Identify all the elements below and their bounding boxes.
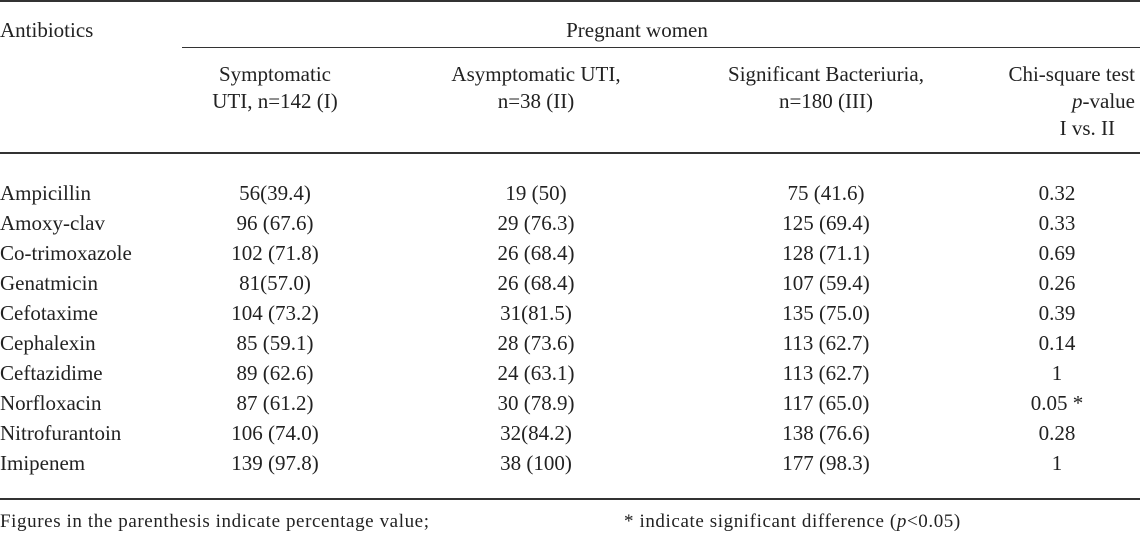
column-header-2: Asymptomatic UTI, n=38 (II) xyxy=(451,61,620,115)
row-asymptomatic-value: 26 (68.4) xyxy=(497,271,575,295)
row-symptomatic-value: 96 (67.6) xyxy=(236,211,314,235)
column-header-1: Symptomatic UTI, n=142 (I) xyxy=(212,61,338,115)
column-header-4: Chi-square test p-value I vs. II xyxy=(979,61,1135,142)
row-antibiotic-name: Nitrofurantoin xyxy=(0,421,122,445)
row-p-value: 0.69 xyxy=(1038,241,1076,265)
row-p-value: 0.33 xyxy=(1038,211,1076,235)
column-header-2-line1: Asymptomatic UTI, xyxy=(451,62,621,86)
table-row: Cefotaxime 104 (73.2) 31(81.5) 135 (75.0) 0.… xyxy=(0,298,1140,328)
p-value-suffix: -value xyxy=(1082,89,1135,113)
row-bacteriuria-value: 125 (69.4) xyxy=(782,211,870,235)
row-antibiotic-name: Cefotaxime xyxy=(0,301,98,325)
row-antibiotic-name: Norfloxacin xyxy=(0,391,102,415)
row-symptomatic-value: 102 (71.8) xyxy=(231,241,319,265)
row-symptomatic-value: 89 (62.6) xyxy=(236,361,314,385)
row-asymptomatic-value: 19 (50) xyxy=(505,181,567,205)
table-row: Ampicillin 56(39.4) 19 (50) 75 (41.6) 0.32 xyxy=(0,178,1140,208)
table-row: Norfloxacin 87 (61.2) 30 (78.9) 117 (65.0) 0… xyxy=(0,388,1140,418)
footnote-right-p: p xyxy=(896,511,907,532)
row-p-value: 0.32 xyxy=(1038,181,1076,205)
table-row: Nitrofurantoin 106 (74.0) 32(84.2) 138 (76.… xyxy=(0,418,1140,448)
stub-header: Antibiotics xyxy=(0,18,94,42)
row-bacteriuria-value: 117 (65.0) xyxy=(782,391,870,415)
row-p-value: 0.05 * xyxy=(1030,391,1084,415)
row-bacteriuria-value: 75 (41.6) xyxy=(787,181,865,205)
row-asymptomatic-value: 31(81.5) xyxy=(500,301,572,325)
row-bacteriuria-value: 107 (59.4) xyxy=(782,271,870,295)
table-row: Genatmicin 81(57.0) 26 (68.4) 107 (59.4) 0.2… xyxy=(0,268,1140,298)
column-header-4-line1: Chi-square test xyxy=(1008,62,1135,86)
footnote-right-b: <0.05) xyxy=(906,511,961,532)
row-asymptomatic-value: 32(84.2) xyxy=(500,421,572,445)
column-header-4-line2: p-value xyxy=(979,88,1135,115)
table-top-rule xyxy=(0,0,1140,2)
row-antibiotic-name: Amoxy-clav xyxy=(0,211,105,235)
footnote-left: Figures in the parenthesis indicate perc… xyxy=(0,511,430,532)
row-asymptomatic-value: 29 (76.3) xyxy=(497,211,575,235)
row-p-value: 1 xyxy=(1051,361,1063,385)
row-bacteriuria-value: 138 (76.6) xyxy=(782,421,870,445)
row-asymptomatic-value: 26 (68.4) xyxy=(497,241,575,265)
row-antibiotic-name: Ampicillin xyxy=(0,181,91,205)
row-bacteriuria-value: 128 (71.1) xyxy=(782,241,870,265)
table-row: Cephalexin 85 (59.1) 28 (73.6) 113 (62.7) 0.… xyxy=(0,328,1140,358)
row-bacteriuria-value: 135 (75.0) xyxy=(782,301,870,325)
table-row: Co-trimoxazole 102 (71.8) 26 (68.4) 128 (71… xyxy=(0,238,1140,268)
column-header-3: Significant Bacteriuria, n=180 (III) xyxy=(728,61,924,115)
column-header-1-line1: Symptomatic xyxy=(219,62,331,86)
row-antibiotic-name: Cephalexin xyxy=(0,331,96,355)
row-symptomatic-value: 56(39.4) xyxy=(239,181,311,205)
column-header-1-line2: UTI, n=142 (I) xyxy=(212,89,338,113)
row-symptomatic-value: 87 (61.2) xyxy=(236,391,314,415)
row-bacteriuria-value: 113 (62.7) xyxy=(782,331,870,355)
row-symptomatic-value: 81(57.0) xyxy=(239,271,311,295)
table-row: Ceftazidime 89 (62.6) 24 (63.1) 113 (62.7) 1 xyxy=(0,358,1140,388)
row-asymptomatic-value: 24 (63.1) xyxy=(497,361,575,385)
row-symptomatic-value: 104 (73.2) xyxy=(231,301,319,325)
table-bottom-rule xyxy=(0,498,1140,500)
row-bacteriuria-value: 177 (98.3) xyxy=(782,451,870,475)
row-p-value: 0.39 xyxy=(1038,301,1076,325)
row-asymptomatic-value: 38 (100) xyxy=(500,451,572,475)
row-symptomatic-value: 139 (97.8) xyxy=(231,451,319,475)
column-header-2-line2: n=38 (II) xyxy=(497,89,575,113)
footnote-right-a: * indicate significant difference ( xyxy=(624,511,897,532)
column-header-3-line1: Significant Bacteriuria, xyxy=(728,62,924,86)
column-header-4-line3: I vs. II xyxy=(1059,116,1115,140)
table-header-rule xyxy=(0,152,1140,154)
row-bacteriuria-value: 113 (62.7) xyxy=(782,361,870,385)
footnote-right: * indicate significant difference (p<0.0… xyxy=(624,507,961,537)
row-asymptomatic-value: 30 (78.9) xyxy=(497,391,575,415)
row-symptomatic-value: 85 (59.1) xyxy=(236,331,314,355)
row-antibiotic-name: Co-trimoxazole xyxy=(0,241,132,265)
p-italic: p xyxy=(1072,89,1083,113)
row-p-value: 0.14 xyxy=(1038,331,1076,355)
table-row: Amoxy-clav 96 (67.6) 29 (76.3) 125 (69.4) 0.… xyxy=(0,208,1140,238)
row-asymptomatic-value: 28 (73.6) xyxy=(497,331,575,355)
table-row: Imipenem 139 (97.8) 38 (100) 177 (98.3) 1 xyxy=(0,448,1140,478)
group-header: Pregnant women xyxy=(566,18,708,42)
row-symptomatic-value: 106 (74.0) xyxy=(231,421,319,445)
group-header-rule xyxy=(182,47,1140,48)
row-p-value: 0.26 xyxy=(1038,271,1076,295)
row-antibiotic-name: Ceftazidime xyxy=(0,361,103,385)
row-p-value: 1 xyxy=(1051,451,1063,475)
column-header-3-line2: n=180 (III) xyxy=(778,89,874,113)
row-antibiotic-name: Imipenem xyxy=(0,451,86,475)
row-antibiotic-name: Genatmicin xyxy=(0,271,98,295)
row-p-value: 0.28 xyxy=(1038,421,1076,445)
